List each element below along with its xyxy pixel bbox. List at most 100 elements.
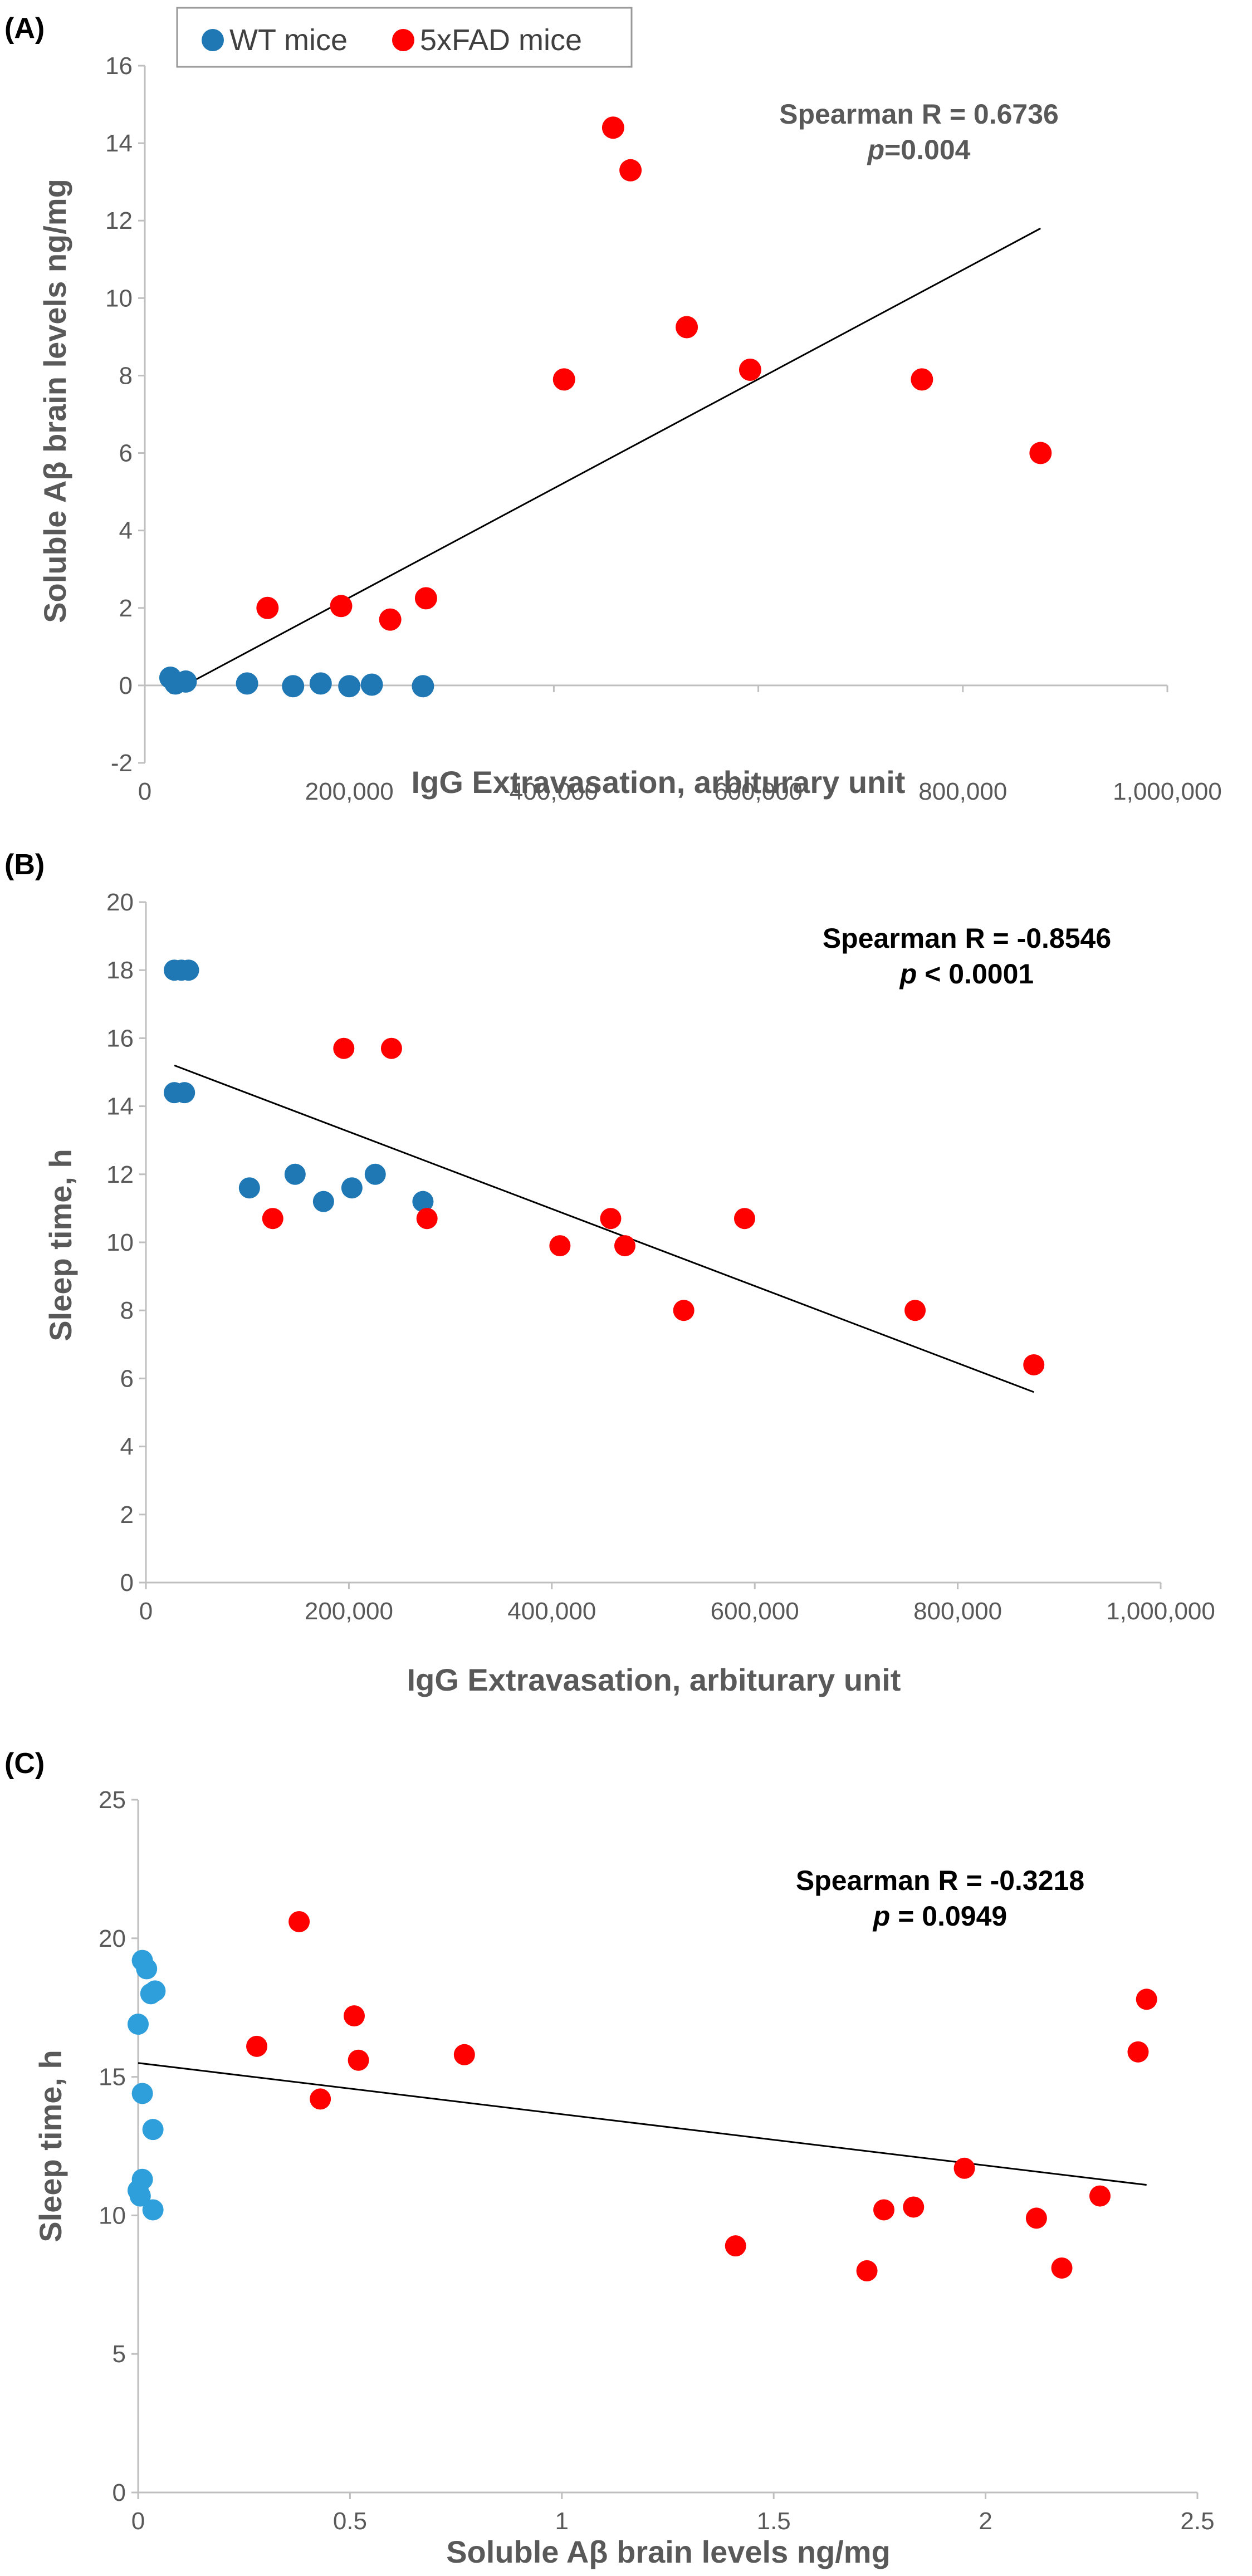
panel-c-fad-point [1127,2041,1149,2063]
panel-b-y-tick-label: 10 [106,1229,134,1256]
panel-a-fad-point [414,587,437,610]
panel-c-fad-point [903,2196,925,2218]
panel-c-x-tick-label: 2.5 [1180,2508,1214,2535]
panel-a-ylabel: Soluble Aβ brain levels ng/mg [37,179,72,623]
panel-c-wt-point [136,1958,158,1980]
panel-a-fad-point [601,116,624,139]
panel-b-wt-point [174,1082,195,1104]
panel-b-wt-point [341,1177,363,1199]
panel-c-fad-point [856,2260,878,2281]
panel-c-wt-point [142,2119,164,2141]
panel-a-y-tick-label: 12 [105,207,133,234]
panel-a-y-tick-label: 8 [119,362,133,389]
panel-b-y-tick-label: 20 [106,889,134,916]
panel-c-x-tick-label: 1 [555,2508,569,2535]
panel-a-annotation: Spearman R = 0.6736 p=0.004 [779,99,1059,165]
panel-a-wt-point [338,675,361,698]
panel-c-x-tick-label: 0 [131,2508,145,2535]
panel-c-fad-point [873,2199,895,2221]
panel-c-y-tick-label: 15 [99,2064,126,2091]
panel-c-y-tick-label: 25 [99,1786,126,1814]
panel-b-x-tick-label: 200,000 [305,1598,393,1625]
panel-c-annotation-r: Spearman R = -0.3218 [796,1865,1084,1896]
panel-b-fad-point [1023,1354,1045,1375]
panel-b-y-tick-label: 12 [106,1161,134,1188]
panel-c-y-tick-label: 20 [99,1925,126,1952]
panel-a-fad-point [739,359,761,381]
panel-b-fad-point [549,1235,571,1257]
panel-b-fad-point [600,1208,622,1230]
panel-a-wt-point [309,672,332,695]
panel-a-y-tick-label: 4 [119,517,133,545]
panel-a-trendline [170,227,1041,694]
panel-a-fad-point [379,608,402,631]
panel-c-fad-point [725,2235,746,2257]
panel-b-x-tick-label: 400,000 [507,1598,596,1625]
panel-b-y-tick-label: 14 [106,1093,134,1120]
panel-a-y-tick-label: -2 [111,750,133,777]
panel-b-fad-point [673,1300,695,1321]
panel-a-wt-point [174,670,197,693]
panel-b: (B) 0 2 4 6 8 10 12 14 16 18 20 0 200,000 400,000 600,… [4,849,1215,1697]
panel-c-ylabel: Sleep time, h [33,2050,68,2242]
panel-b-fad-point [904,1300,926,1321]
panel-a-annotation-p-value: =0.004 [884,134,971,165]
panel-c-annotation-p-italic: p [872,1901,891,1932]
panel-a-x-tick-label: 200,000 [305,778,394,805]
legend-fad-label: 5xFAD mice [420,23,582,57]
panel-c-fad-point [453,2044,475,2065]
panel-b-xlabel: IgG Extravasation, arbiturary unit [407,1662,901,1697]
panel-b-annotation: Spearman R = -0.8546 p < 0.0001 [823,923,1111,990]
panel-a-series-wt [159,666,434,698]
panel-b-wt-point [364,1163,386,1185]
legend-fad-marker [392,29,414,51]
panel-b-x-tick-label: 0 [139,1598,153,1625]
legend-wt-marker [202,29,224,51]
panel-a-wt-point [282,675,305,698]
panel-c-series-fad [246,1911,1157,2281]
panel-b-fad-point [380,1037,402,1059]
panel-a-wt-point [412,675,434,698]
panel-c-wt-point [144,1980,166,2002]
legend-wt-label: WT mice [229,23,348,57]
panel-b-axes: 0 2 4 6 8 10 12 14 16 18 20 0 200,000 400,000 600,000 8… [106,889,1215,1625]
panel-a-y-tick-label: 16 [105,52,133,80]
panel-b-annotation-p: p < 0.0001 [899,958,1034,990]
panel-a-series-fad [256,116,1052,631]
panel-c-wt-point [142,2199,164,2221]
panel-a-y-tick-label: 6 [119,440,133,467]
panel-a-fad-point [1029,442,1052,464]
panel-c-y-tick-label: 10 [99,2202,126,2229]
panel-a-fad-point [676,316,698,339]
panel-c-annotation-p: p = 0.0949 [872,1901,1007,1932]
panel-a-wt-point [360,673,383,696]
panel-b-annotation-p-value: < 0.0001 [917,958,1034,990]
panel-b-annotation-p-italic: p [899,958,917,990]
panel-b-y-tick-label: 16 [106,1025,134,1052]
panel-b-label: (B) [4,849,45,881]
panel-c: (C) 0 5 10 15 20 25 0 0.5 1 1.5 2 2.5 Soluble Aβ br… [4,1747,1215,2569]
panel-c-trendline [138,2062,1147,2186]
panel-b-fad-point [262,1208,283,1230]
panel-c-xlabel: Soluble Aβ brain levels ng/mg [446,2534,891,2569]
panel-b-annotation-r: Spearman R = -0.8546 [823,923,1111,954]
panel-a-fad-point [911,368,933,391]
panel-b-x-tick-label: 600,000 [711,1598,799,1625]
panel-a-annotation-p-italic: p [867,134,885,165]
panel-b-wt-point [284,1163,306,1185]
panel-a-x-tick-label: 600,000 [714,778,803,805]
panel-c-fad-point [953,2157,975,2179]
panel-c-fad-point [288,1911,310,1932]
panel-b-y-tick-label: 0 [120,1569,134,1596]
panel-b-y-tick-label: 6 [120,1365,134,1392]
panel-c-x-tick-label: 1.5 [757,2508,791,2535]
panel-c-label: (C) [4,1747,45,1780]
panel-b-fad-point [614,1235,635,1257]
panel-b-fad-point [733,1208,755,1230]
panel-b-x-tick-label: 1,000,000 [1106,1598,1215,1625]
panel-c-fad-point [1025,2207,1047,2229]
panel-b-wt-point [312,1191,334,1212]
panel-b-trendline [174,1064,1034,1393]
